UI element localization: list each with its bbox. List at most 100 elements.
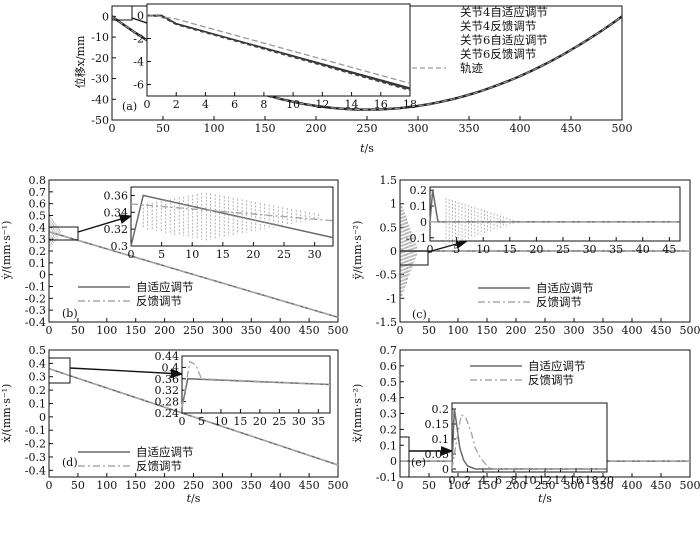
- main-xtick-label: 350: [459, 122, 480, 135]
- main-xtick-label: 50: [71, 324, 85, 337]
- x-axis-label-var: t: [538, 492, 543, 505]
- main-xtick-label: 100: [448, 479, 469, 492]
- inset-ytick-label: 0.32: [104, 223, 129, 236]
- main-xtick-label: 0: [46, 479, 53, 492]
- main-ytick-label: -1.5: [376, 316, 397, 329]
- main-xtick-label: 400: [622, 324, 643, 337]
- inset-xtick-label: 2: [464, 474, 471, 487]
- inset-ytick-label: 0: [137, 10, 144, 23]
- main-xtick-label: 500: [328, 324, 349, 337]
- inset-ytick-label: 0.28: [155, 396, 180, 409]
- inset-xtick-label: 6: [231, 98, 238, 111]
- main-ytick-label: -50: [91, 114, 109, 127]
- main-xtick-label: 150: [477, 479, 498, 492]
- main-ytick-label: 0.1: [29, 397, 47, 410]
- inset-ytick-label: 0.2: [410, 184, 428, 197]
- main-ytick-label: 0.3: [380, 408, 398, 421]
- main-ytick-label: 0.8: [29, 174, 47, 187]
- inset-ytick-label: 0.15: [425, 418, 450, 431]
- main-xtick-label: 300: [408, 122, 429, 135]
- main-ytick-label: -0.2: [25, 292, 46, 305]
- inset-ytick-label: -4: [133, 56, 144, 69]
- legend-label: 自适应调节: [136, 445, 194, 459]
- main-xtick-label: 350: [241, 324, 262, 337]
- inset-oscillation: [445, 197, 520, 246]
- inset-xtick-label: 10: [523, 474, 537, 487]
- main-ytick-label: -0.3: [25, 304, 46, 317]
- main-xtick-label: 200: [306, 122, 327, 135]
- main-ytick-label: 0.3: [29, 371, 47, 384]
- main-xtick-label: 350: [593, 479, 614, 492]
- main-xtick-label: 50: [422, 479, 436, 492]
- main-ytick-label: 0.1: [380, 439, 398, 452]
- inset-xtick-label: 16: [569, 474, 583, 487]
- main-ytick-label: -30: [91, 73, 109, 86]
- main-xtick-label: 500: [328, 479, 349, 492]
- main-ytick-label: -40: [91, 93, 109, 106]
- x-axis-label-var: t: [360, 142, 365, 155]
- inset-xtick-label: 0: [179, 415, 186, 428]
- inset-xtick-label: 8: [511, 474, 518, 487]
- inset-xtick-label: 14: [345, 98, 359, 111]
- main-ytick-label: -0.1: [376, 471, 397, 484]
- inset-xtick-label: 5: [198, 415, 205, 428]
- y-axis-label: ẏ/(mm·s⁻¹): [0, 221, 13, 281]
- inset-chart: 0 5 10 15 20 25 30 35 40 450.20.10-0.1: [406, 184, 681, 256]
- main-xtick-label: 200: [506, 324, 527, 337]
- main-xtick-label: 250: [535, 324, 556, 337]
- main-ytick-label: -0.4: [25, 464, 46, 477]
- inset-frame: [130, 186, 334, 247]
- inset-series-line: [181, 378, 331, 408]
- inset-xtick-label: 20: [246, 248, 260, 261]
- inset-oscillation: [142, 192, 320, 241]
- inset-series-line: [146, 13, 411, 85]
- inset-ytick-label: 0.4: [162, 361, 180, 374]
- legend-label: 反馈调节: [136, 294, 182, 308]
- inset-frame: [181, 355, 331, 414]
- inset-xtick-label: 6: [495, 474, 502, 487]
- main-xtick-label: 300: [212, 324, 233, 337]
- inset-ytick-label: -6: [133, 79, 144, 92]
- main-xtick-label: 250: [183, 479, 204, 492]
- inset-xtick-label: 35: [609, 243, 623, 256]
- main-xtick-label: 400: [622, 479, 643, 492]
- main-xtick-label: 400: [270, 324, 291, 337]
- zoom-box: [399, 250, 429, 266]
- zoom-box: [48, 357, 71, 384]
- main-ytick-label: 0.4: [380, 392, 398, 405]
- zoom-arrow: [69, 367, 184, 379]
- legend-label: 关节4反馈调节: [460, 19, 536, 33]
- main-ytick-label: 0.7: [380, 344, 398, 357]
- inset-xtick-label: 4: [480, 474, 487, 487]
- main-xtick-label: 0: [397, 324, 404, 337]
- inset-series-line: [146, 14, 411, 91]
- main-ytick-label: 0.5: [29, 344, 47, 357]
- x-axis-label: t/s: [360, 142, 374, 155]
- inset-ytick-label: 0.34: [104, 206, 129, 219]
- main-ytick-label: -0.1: [25, 424, 46, 437]
- inset-ytick-label: 0.05: [425, 448, 450, 461]
- panel-label: (d): [62, 456, 78, 469]
- main-ytick-label: -0.3: [25, 451, 46, 464]
- main-ytick-label: 0: [390, 455, 397, 468]
- panel-label: (a): [122, 100, 137, 113]
- inset-xtick-label: 25: [556, 243, 570, 256]
- inset-xtick-label: 4: [202, 98, 209, 111]
- main-ytick-label: -0.5: [376, 269, 397, 282]
- inset-xtick-label: 14: [554, 474, 568, 487]
- inset-xtick-label: 16: [374, 98, 388, 111]
- main-ytick-label: 0: [39, 269, 46, 282]
- main-ytick-label: -0.2: [25, 438, 46, 451]
- inset-xtick-label: 10: [286, 98, 300, 111]
- main-xtick-label: 500: [612, 122, 633, 135]
- inset-xtick-label: 0: [128, 248, 135, 261]
- zoom-arrow: [77, 214, 133, 233]
- main-xtick-label: 0: [109, 122, 116, 135]
- inset-ytick-label: -0.1: [406, 232, 427, 245]
- main-ytick-label: 0.7: [29, 186, 47, 199]
- inset-xtick-label: 5: [453, 243, 460, 256]
- inset-xtick-label: 15: [216, 248, 230, 261]
- inset-chart: 0 2 4 6 8 10 12 14 16 18 0 -2 -4 -6: [133, 3, 417, 111]
- inset-xtick-label: 18: [403, 98, 417, 111]
- inset-xtick-label: 0: [144, 98, 151, 111]
